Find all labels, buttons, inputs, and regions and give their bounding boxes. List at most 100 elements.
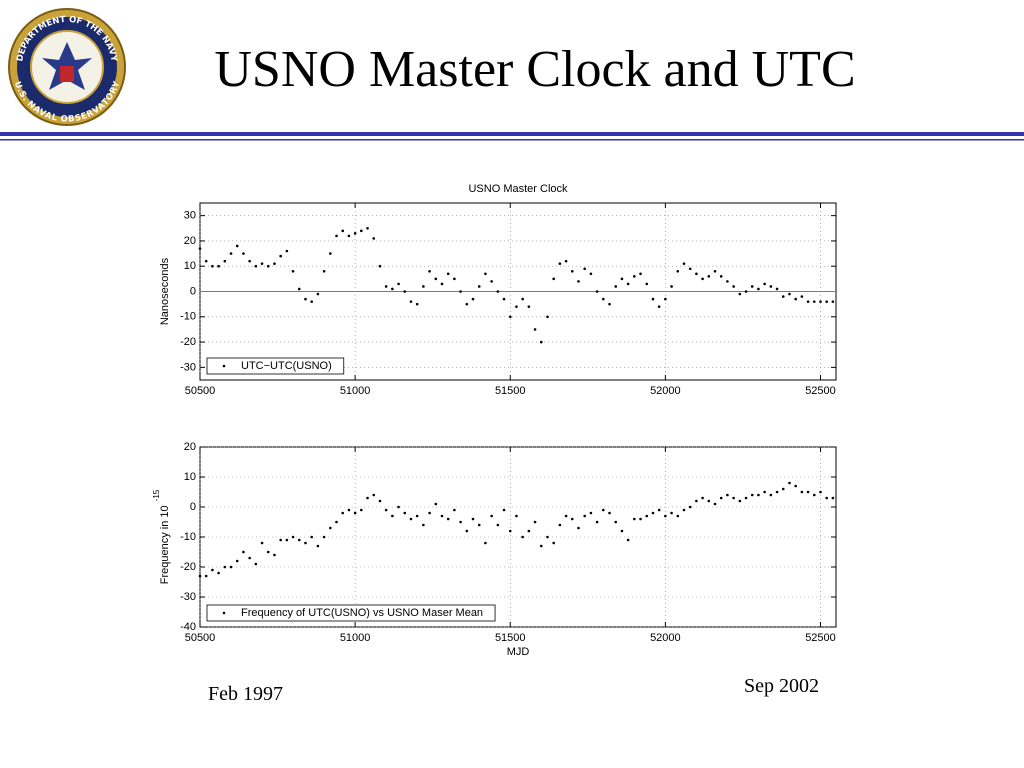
point <box>558 523 562 527</box>
point <box>477 285 481 288</box>
point <box>198 247 202 250</box>
x-tick-label: 52500 <box>805 385 836 397</box>
end-note: Sep 2002 <box>744 675 819 697</box>
point <box>831 300 835 303</box>
point <box>204 574 208 578</box>
point <box>217 264 220 268</box>
point <box>341 229 345 233</box>
point <box>763 282 766 286</box>
point <box>235 559 239 563</box>
x-tick-label: 52000 <box>650 632 681 644</box>
point <box>577 280 580 283</box>
point <box>453 508 456 512</box>
point <box>428 269 431 273</box>
y-tick-label: 0 <box>190 285 196 297</box>
point <box>446 272 450 276</box>
x-tick-label: 51500 <box>495 632 526 644</box>
legend: Frequency of UTC(USNO) vs USNO Maser Mea… <box>206 604 496 622</box>
point <box>310 535 313 539</box>
point <box>626 538 630 542</box>
y-tick-label: 10 <box>184 260 196 272</box>
point <box>335 234 338 238</box>
point <box>316 544 320 548</box>
point <box>639 517 642 521</box>
point <box>366 226 369 230</box>
point <box>397 282 400 286</box>
legend-marker <box>222 611 226 615</box>
point <box>744 496 748 500</box>
point <box>701 496 704 500</box>
point <box>440 282 444 286</box>
point <box>391 514 394 518</box>
point <box>707 499 711 503</box>
point <box>378 264 382 268</box>
x-tick-label: 52000 <box>650 385 681 397</box>
point <box>812 300 816 303</box>
point <box>242 252 245 255</box>
point <box>521 535 524 539</box>
point <box>322 269 326 273</box>
point <box>589 272 593 276</box>
slide-title: USNO Master Clock and UTC <box>214 41 855 98</box>
point <box>428 511 431 515</box>
point <box>800 490 804 494</box>
point <box>273 553 276 557</box>
point <box>477 523 481 527</box>
point <box>775 490 779 494</box>
point <box>409 517 413 521</box>
point <box>217 571 220 575</box>
point <box>347 508 351 512</box>
x-tick-label: 52500 <box>805 632 836 644</box>
point <box>422 285 425 288</box>
point <box>769 493 773 497</box>
y-tick-label: -40 <box>180 621 196 633</box>
legend-box <box>206 357 345 375</box>
point <box>297 538 301 542</box>
point <box>453 277 456 281</box>
point <box>266 550 270 554</box>
point <box>266 264 270 268</box>
logo-shield <box>60 66 74 82</box>
y-tick-label: -10 <box>180 311 196 323</box>
point <box>235 244 239 248</box>
y-tick-label: -30 <box>180 591 196 603</box>
point <box>769 285 773 288</box>
y-tick-label: 20 <box>184 235 196 247</box>
point <box>676 269 680 273</box>
point <box>633 517 636 521</box>
point <box>496 523 500 527</box>
point <box>657 508 661 512</box>
point <box>310 300 313 303</box>
point <box>738 499 742 503</box>
point <box>639 272 642 276</box>
point <box>664 297 667 301</box>
logo: DEPARTMENT OF THE NAVY U.S. NAVAL OBSERV… <box>8 8 126 126</box>
legend-marker <box>222 364 226 368</box>
point <box>695 499 698 503</box>
point <box>248 556 251 560</box>
point <box>409 300 413 303</box>
point <box>515 514 518 518</box>
point <box>750 493 754 497</box>
point <box>651 297 655 301</box>
point <box>242 550 245 554</box>
point <box>670 511 673 515</box>
point <box>738 292 742 296</box>
x-axis-label: MJD <box>507 646 530 658</box>
x-tick-label: 51000 <box>340 632 371 644</box>
point <box>546 315 549 319</box>
point <box>676 514 680 518</box>
chart-title: USNO Master Clock <box>468 183 568 195</box>
point <box>645 514 649 518</box>
x-tick-label: 50500 <box>185 632 216 644</box>
y-tick-label: -20 <box>180 336 196 348</box>
point <box>645 282 649 286</box>
point <box>719 275 723 278</box>
point <box>248 259 251 263</box>
point <box>204 259 208 263</box>
point <box>701 277 704 281</box>
point <box>831 496 835 500</box>
point <box>291 269 295 273</box>
point <box>422 523 425 527</box>
point <box>297 287 301 291</box>
